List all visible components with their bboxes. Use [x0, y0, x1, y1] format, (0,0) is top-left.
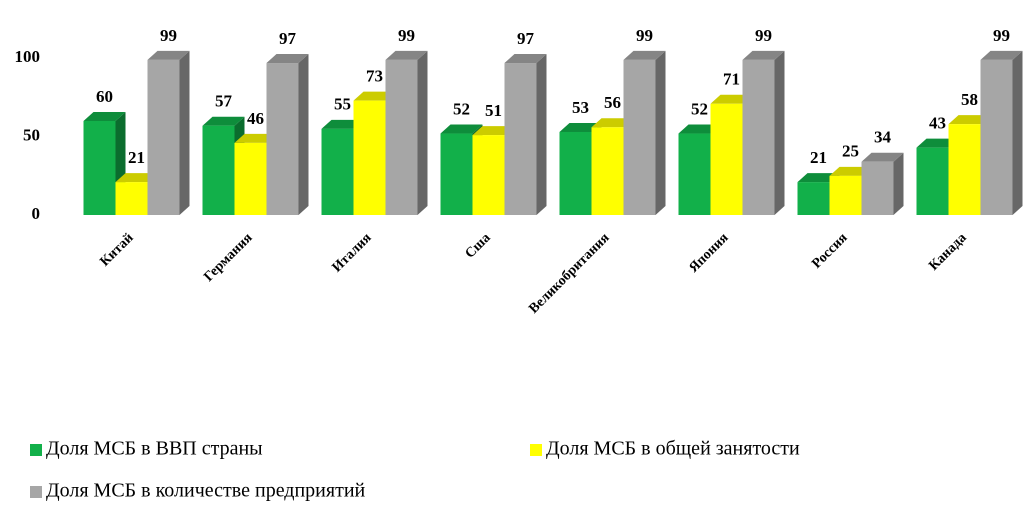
bar — [147, 59, 180, 216]
x-tick-label: Россия — [809, 230, 851, 272]
bar-top — [504, 54, 547, 64]
legend-swatch — [30, 444, 42, 456]
data-label: 57 — [215, 92, 233, 111]
bar — [353, 100, 386, 215]
bar-top — [385, 50, 428, 60]
data-label: 73 — [366, 67, 383, 86]
x-tick-label: Сша — [463, 230, 494, 261]
data-label: 46 — [247, 109, 264, 128]
bar-top — [829, 166, 872, 176]
data-label: 25 — [842, 142, 859, 161]
bar — [234, 142, 267, 215]
data-label: 60 — [96, 87, 113, 106]
legend-swatch — [30, 486, 42, 498]
bar — [385, 59, 418, 216]
bar-top — [83, 112, 126, 121]
y-tick-label: 100 — [15, 47, 41, 66]
bar-top — [147, 50, 190, 60]
data-label: 99 — [160, 26, 177, 45]
data-label: 58 — [961, 90, 978, 109]
bar-side — [179, 50, 190, 216]
data-label: 55 — [334, 95, 351, 114]
x-tick-label: Великобритания — [526, 230, 613, 317]
bar-side — [417, 50, 428, 216]
bar-top — [559, 122, 602, 132]
data-label: 52 — [691, 99, 708, 118]
data-label: 99 — [755, 26, 772, 45]
bar-top — [678, 124, 721, 134]
bar-side — [774, 50, 785, 216]
bar — [742, 59, 775, 216]
x-tick-label: Канада — [926, 230, 969, 273]
x-tick-label: Италия — [330, 230, 375, 275]
bar-top — [797, 173, 840, 183]
bar-side — [536, 54, 547, 216]
bar — [797, 182, 830, 215]
bar — [115, 182, 148, 215]
bar-top — [710, 94, 753, 104]
bar — [980, 59, 1013, 216]
data-label: 71 — [723, 70, 740, 89]
data-label: 43 — [929, 114, 946, 133]
bar — [623, 59, 656, 216]
bar — [678, 133, 711, 215]
data-label: 53 — [572, 98, 589, 117]
legend-swatch — [530, 444, 542, 456]
bar-top — [472, 126, 515, 136]
x-tick-label: Япония — [686, 230, 731, 275]
bar-top — [202, 116, 245, 126]
bar — [440, 133, 473, 215]
bar — [591, 127, 624, 215]
bar-top — [440, 124, 483, 134]
bar-top — [591, 118, 634, 128]
bar-top — [623, 50, 666, 60]
bar-side — [298, 54, 309, 216]
bar-top — [742, 50, 785, 60]
bar-top — [266, 54, 309, 64]
bar-top — [353, 91, 396, 101]
bar — [266, 63, 299, 216]
legend-label: Доля МСБ в ВВП страны — [46, 438, 263, 460]
data-label: 52 — [453, 99, 470, 118]
bar — [829, 175, 862, 215]
data-label: 99 — [636, 26, 653, 45]
bar-side — [1012, 50, 1023, 216]
data-label: 21 — [810, 148, 827, 167]
data-label: 34 — [874, 128, 892, 147]
bar-top — [321, 119, 364, 129]
bar — [861, 161, 894, 215]
bar — [710, 103, 743, 215]
bar-side — [655, 50, 666, 216]
legend-label: Доля МСБ в общей занятости — [546, 438, 800, 460]
y-tick-label: 0 — [32, 204, 41, 223]
bar-top — [115, 173, 158, 183]
bar — [472, 135, 505, 215]
data-label: 97 — [279, 29, 297, 48]
legend-label: Доля МСБ в количестве предприятий — [46, 480, 366, 502]
bar — [202, 125, 235, 215]
bar-top — [980, 50, 1023, 60]
data-label: 21 — [128, 148, 145, 167]
bar-top — [234, 133, 277, 143]
bar — [504, 63, 537, 216]
y-tick-label: 50 — [23, 126, 40, 145]
bar — [948, 124, 981, 215]
bar-top — [948, 115, 991, 125]
x-tick-label: Германия — [201, 230, 256, 285]
bar — [321, 128, 354, 215]
bar — [916, 147, 949, 215]
bar-top — [861, 152, 904, 162]
data-label: 99 — [398, 26, 415, 45]
bar-top — [916, 138, 959, 148]
x-tick-label: Китай — [97, 230, 136, 269]
data-label: 51 — [485, 101, 502, 120]
bar — [83, 121, 116, 215]
bar — [559, 131, 592, 215]
bar-side — [893, 152, 904, 215]
data-label: 97 — [517, 29, 535, 48]
data-label: 56 — [604, 93, 621, 112]
data-label: 99 — [993, 26, 1010, 45]
